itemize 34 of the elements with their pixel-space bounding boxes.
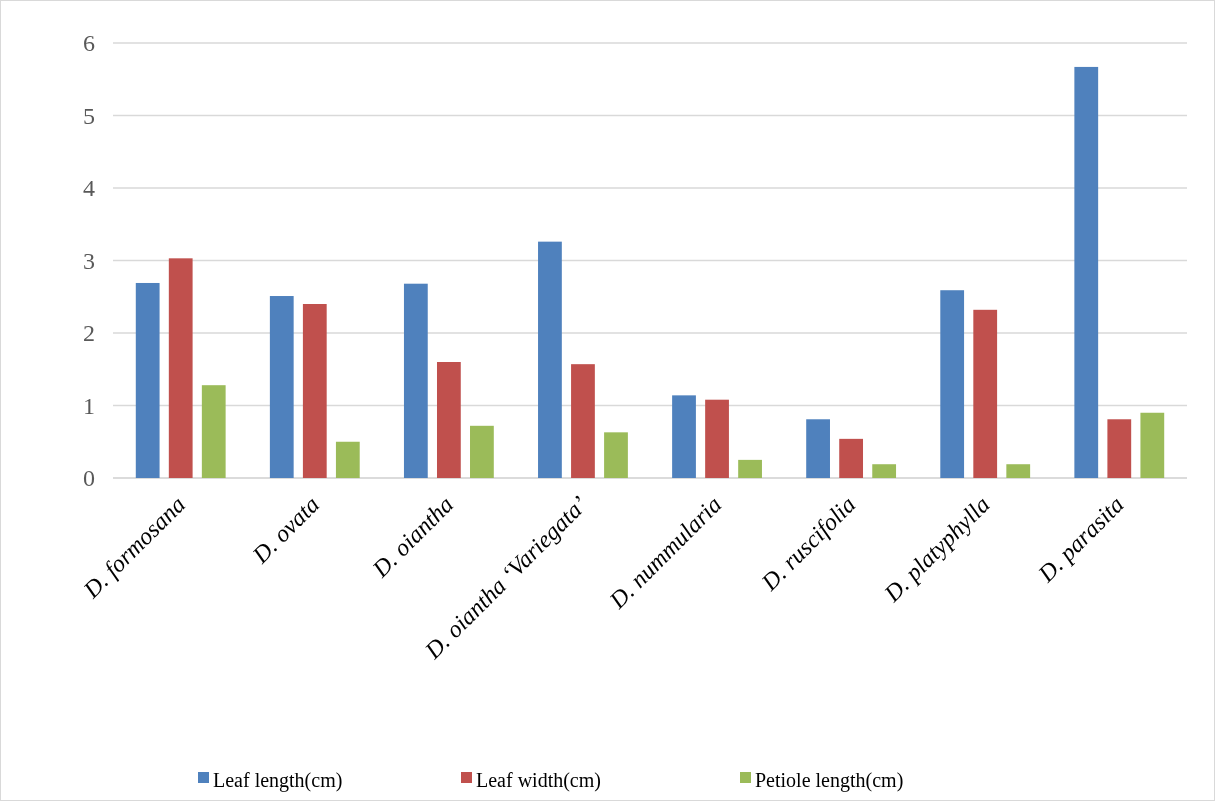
y-tick-label: 3 <box>83 247 95 274</box>
bar <box>806 419 830 478</box>
bar <box>335 441 360 478</box>
y-tick-label: 0 <box>83 465 95 492</box>
bar <box>1140 412 1165 478</box>
bar <box>135 282 160 478</box>
y-tick-label: 5 <box>83 102 95 129</box>
legend-label: Petiole length(cm) <box>755 769 904 792</box>
y-tick-label: 6 <box>83 30 95 57</box>
y-tick-label: 4 <box>83 175 95 202</box>
bar <box>436 362 461 478</box>
bar <box>1006 464 1031 478</box>
bar <box>839 438 864 478</box>
legend-label: Leaf length(cm) <box>213 769 343 792</box>
bar <box>872 464 897 478</box>
bar <box>470 425 494 478</box>
bar <box>538 241 562 478</box>
y-tick-label: 1 <box>83 392 95 419</box>
bar <box>1074 66 1099 478</box>
bar <box>738 459 762 478</box>
bar <box>168 258 193 478</box>
bar <box>201 385 226 478</box>
bar <box>940 290 965 478</box>
bar <box>705 399 729 478</box>
bar <box>973 309 998 478</box>
bar <box>672 395 696 478</box>
bar <box>1107 419 1132 478</box>
bar <box>269 296 294 478</box>
bar <box>571 364 595 478</box>
y-tick-label: 2 <box>83 320 95 347</box>
bar <box>403 283 428 478</box>
bar <box>604 432 628 478</box>
legend-label: Leaf width(cm) <box>476 769 601 792</box>
bar <box>302 304 327 478</box>
